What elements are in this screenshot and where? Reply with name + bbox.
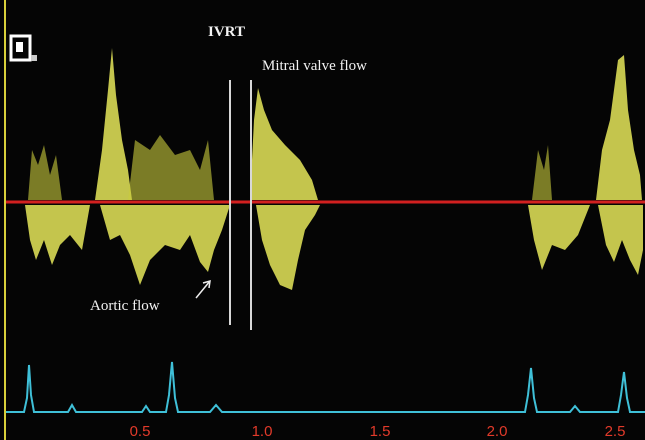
time-tick-label: 1.5 bbox=[370, 423, 391, 440]
ecg-trace bbox=[6, 361, 645, 413]
ivrt-label: IVRT bbox=[208, 24, 245, 40]
lower-spectrum bbox=[25, 205, 643, 290]
arrow bbox=[195, 279, 211, 299]
time-tick-label: 0.5 bbox=[130, 423, 151, 440]
time-tick-label: 2.5 bbox=[605, 423, 626, 440]
time-tick-label: 1.0 bbox=[252, 423, 273, 440]
icon bbox=[9, 34, 37, 62]
mitral-label: Mitral valve flow bbox=[262, 58, 367, 74]
upper-spectrum bbox=[28, 48, 642, 200]
aortic-label: Aortic flow bbox=[90, 298, 160, 314]
time-tick-label: 2.0 bbox=[487, 423, 508, 440]
time-axis: 0.5 1.0 1.5 2.0 2.5 bbox=[130, 423, 626, 440]
